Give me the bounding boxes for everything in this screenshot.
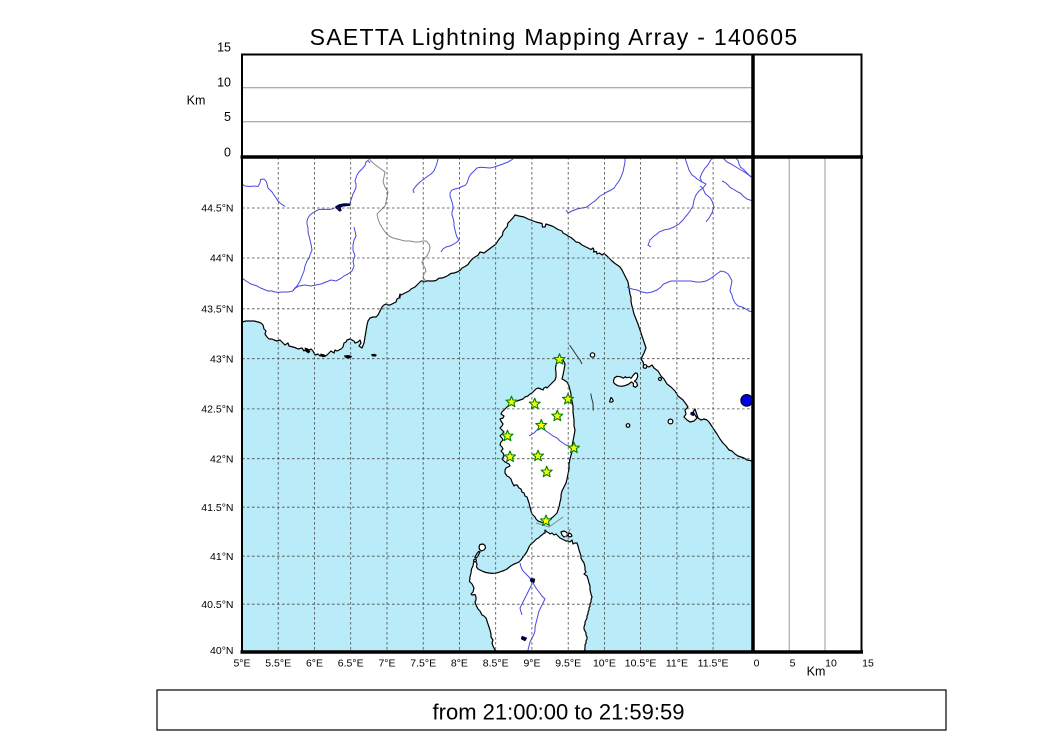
svg-text:10: 10	[825, 658, 837, 670]
svg-text:10.5°E: 10.5°E	[625, 658, 657, 670]
svg-text:10°E: 10°E	[593, 658, 616, 670]
svg-text:44.5°N: 44.5°N	[201, 203, 233, 215]
svg-text:SAETTA Lightning Mapping Array: SAETTA Lightning Mapping Array - 140605	[310, 24, 799, 50]
svg-text:44°N: 44°N	[210, 253, 233, 265]
svg-text:0: 0	[754, 658, 760, 670]
svg-text:from 21:00:00 to 21:59:59: from 21:00:00 to 21:59:59	[433, 700, 685, 725]
svg-text:9.5°E: 9.5°E	[555, 658, 581, 670]
svg-text:15: 15	[862, 658, 874, 670]
svg-text:10: 10	[217, 76, 231, 90]
svg-text:5: 5	[790, 658, 796, 670]
svg-text:42°N: 42°N	[210, 453, 233, 465]
svg-text:40.5°N: 40.5°N	[201, 599, 233, 611]
svg-text:5°E: 5°E	[233, 658, 250, 670]
svg-text:Km: Km	[187, 94, 206, 108]
svg-text:0: 0	[224, 146, 231, 160]
svg-text:7.5°E: 7.5°E	[410, 658, 436, 670]
svg-text:40°N: 40°N	[210, 645, 233, 657]
svg-text:6.5°E: 6.5°E	[338, 658, 364, 670]
svg-text:41°N: 41°N	[210, 551, 233, 563]
svg-text:42.5°N: 42.5°N	[201, 404, 233, 416]
svg-text:8.5°E: 8.5°E	[483, 658, 509, 670]
svg-text:5.5°E: 5.5°E	[265, 658, 291, 670]
svg-text:15: 15	[217, 41, 231, 55]
svg-text:41.5°N: 41.5°N	[201, 502, 233, 514]
svg-text:6°E: 6°E	[306, 658, 323, 670]
svg-text:43°N: 43°N	[210, 353, 233, 365]
svg-text:11.5°E: 11.5°E	[698, 658, 729, 670]
svg-text:11°E: 11°E	[666, 658, 688, 670]
svg-text:7°E: 7°E	[378, 658, 395, 670]
svg-text:43.5°N: 43.5°N	[201, 304, 233, 316]
svg-text:Km: Km	[807, 665, 826, 679]
svg-text:8°E: 8°E	[451, 658, 468, 670]
svg-text:9°E: 9°E	[523, 658, 540, 670]
svg-text:5: 5	[224, 110, 231, 124]
